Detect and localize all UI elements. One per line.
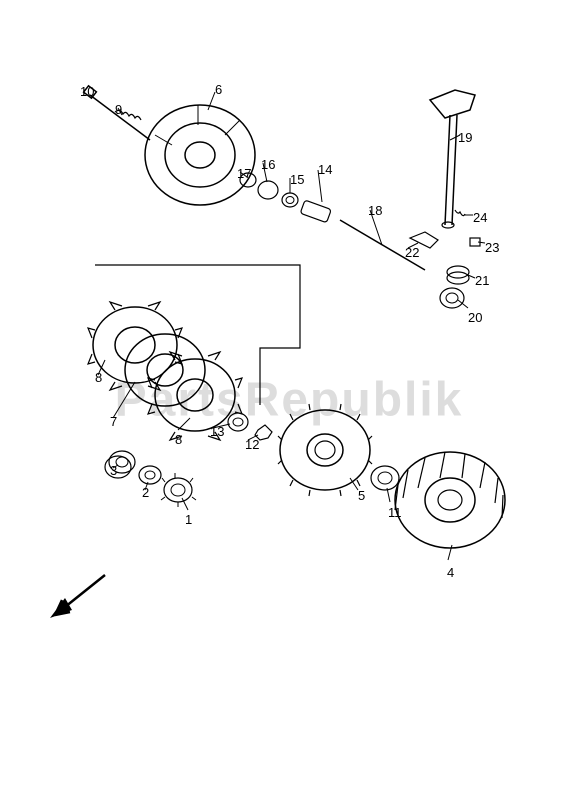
label-20: 20 bbox=[468, 310, 482, 325]
label-3: 3 bbox=[110, 463, 117, 478]
label-7: 7 bbox=[110, 414, 117, 429]
label-17: 17 bbox=[237, 166, 251, 181]
watermark: PartsRepublik bbox=[115, 373, 464, 428]
label-8b: 8 bbox=[175, 432, 182, 447]
push-rod-assembly bbox=[240, 163, 425, 270]
clutch-housing-shape bbox=[395, 452, 505, 560]
parts-illustration bbox=[0, 0, 578, 800]
label-12: 12 bbox=[245, 437, 259, 452]
label-9: 9 bbox=[115, 102, 122, 117]
label-19: 19 bbox=[458, 130, 472, 145]
spacer-shape bbox=[371, 466, 399, 502]
label-11: 11 bbox=[388, 505, 402, 520]
gear-washer-bearing bbox=[105, 451, 196, 510]
label-22: 22 bbox=[405, 245, 419, 260]
label-4: 4 bbox=[447, 565, 454, 580]
label-24: 24 bbox=[473, 210, 487, 225]
label-1: 1 bbox=[185, 512, 192, 527]
assembly-boundary bbox=[95, 265, 300, 405]
label-15: 15 bbox=[290, 172, 304, 187]
label-23: 23 bbox=[485, 240, 499, 255]
label-2: 2 bbox=[142, 485, 149, 500]
label-8a: 8 bbox=[95, 370, 102, 385]
label-5: 5 bbox=[358, 488, 365, 503]
label-21: 21 bbox=[475, 273, 489, 288]
label-16: 16 bbox=[261, 157, 275, 172]
push-lever-shape bbox=[430, 90, 475, 228]
label-13: 13 bbox=[210, 424, 224, 439]
label-6: 6 bbox=[215, 82, 222, 97]
clutch-boss-shape bbox=[278, 404, 372, 496]
label-10: 10 bbox=[80, 84, 94, 99]
label-14: 14 bbox=[318, 162, 332, 177]
direction-arrow bbox=[50, 575, 105, 618]
pressure-plate-shape bbox=[145, 92, 255, 205]
label-18: 18 bbox=[368, 203, 382, 218]
diagram-container: PartsRepublik bbox=[0, 0, 578, 800]
